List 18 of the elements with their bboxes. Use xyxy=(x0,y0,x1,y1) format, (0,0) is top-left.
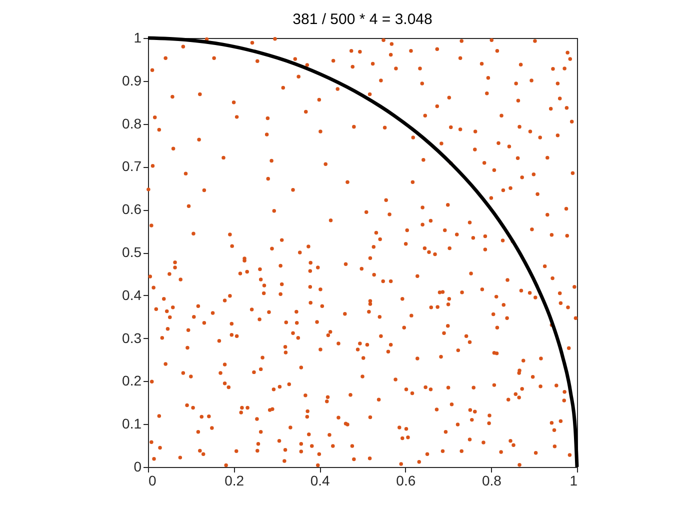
y-tick-label: 0.1 xyxy=(122,416,142,432)
y-tick-label: 1 xyxy=(134,30,142,46)
x-tick-label: 0.6 xyxy=(396,472,416,488)
y-tick-label: 0.2 xyxy=(122,372,142,389)
x-tick-label: 0.4 xyxy=(310,472,330,488)
y-tick-label: 0.3 xyxy=(122,330,142,346)
y-tick-label: 0.6 xyxy=(122,201,142,218)
x-tick-label: 0.8 xyxy=(482,472,502,488)
y-tick-label: 0.9 xyxy=(122,72,142,88)
y-tick-label: 0.8 xyxy=(122,115,142,132)
y-tick-label: 0.5 xyxy=(122,244,142,260)
y-tick-label: 0.4 xyxy=(122,286,142,303)
chart-title: 381 / 500 * 4 = 3.048 xyxy=(292,11,432,28)
y-tick-label: 0 xyxy=(134,458,142,474)
x-tick-label: 1 xyxy=(570,472,578,488)
x-tick-label: 0 xyxy=(148,472,156,488)
y-tick-label: 0.7 xyxy=(122,158,142,174)
x-tick-label: 0.2 xyxy=(224,472,244,488)
